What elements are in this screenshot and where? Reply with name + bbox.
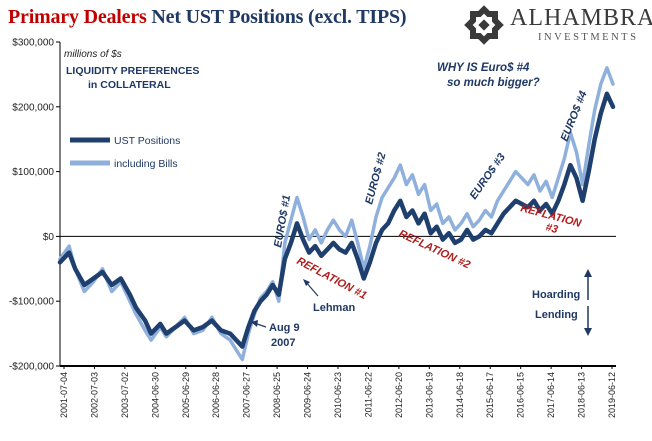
legend-heading-line1: LIQUIDITY PREFERENCES (66, 65, 199, 77)
y-tick-label-2: $100,000 (12, 167, 54, 178)
legend-label-ust: UST Positions (114, 135, 180, 147)
x-tick-label-8: 2009-06-24 (303, 372, 313, 418)
title-part-red: Primary Dealers (8, 6, 147, 28)
x-tick-label-15: 2016-06-15 (516, 372, 526, 418)
hoarding-arrowhead (584, 269, 592, 277)
x-tick-label-17: 2018-06-13 (577, 372, 587, 418)
annotation-lending: Lending (535, 309, 578, 321)
annotation-reflation3-line2: #3 (544, 221, 559, 236)
x-tick-label-5: 2006-06-28 (211, 372, 221, 418)
annotation-why-line2: so much bigger? (447, 77, 540, 89)
annotation-lehman: Lehman (313, 302, 355, 314)
y-tick-label-0: $300,000 (12, 38, 54, 49)
x-tick-label-1: 2002-07-03 (89, 372, 99, 418)
annotation-hoarding: Hoarding (532, 289, 580, 301)
annotation-why-line1: WHY IS Euro$ #4 (437, 62, 530, 74)
aug9-arrowhead (251, 320, 258, 327)
y-tick-label-5: -$200,000 (9, 362, 54, 373)
unit-label: millions of $s (64, 49, 122, 60)
annotation-aug9-line2: 2007 (271, 337, 295, 349)
legend: LIQUIDITY PREFERENCES in COLLATERAL UST … (66, 65, 199, 170)
series-layer (57, 66, 616, 362)
y-axis: $300,000 $200,000 $100,000 $0 -$100,000 -$200… (9, 38, 616, 373)
x-tick-label-7: 2008-06-25 (272, 372, 282, 418)
x-tick-label-16: 2017-06-14 (546, 372, 556, 418)
y-tick-label-3: $0 (43, 232, 55, 243)
x-tick-label-18: 2019-06-12 (607, 372, 617, 418)
title-part-blue: Net UST Positions (excl. TIPS) (146, 6, 407, 28)
annotation-aug9-line1: Aug 9 (269, 322, 300, 334)
alhambra-star-icon (464, 5, 504, 45)
lending-arrowhead (584, 328, 592, 336)
x-tick-label-0: 2001-07-04 (59, 372, 69, 418)
x-axis: 2001-07-04 2002-07-03 2003-07-02 2004-06-30… (59, 365, 617, 418)
y-tick-label-4: -$100,000 (9, 297, 54, 308)
x-tick-label-10: 2011-06-22 (363, 372, 373, 417)
x-tick-label-6: 2007-06-27 (242, 372, 252, 418)
alhambra-logo: ALHAMBRA INVESTMENTS (462, 3, 652, 47)
x-tick-label-14: 2015-06-17 (485, 372, 495, 418)
x-tick-label-11: 2012-06-20 (394, 372, 404, 418)
x-tick-label-12: 2013-06-19 (424, 372, 434, 418)
x-tick-label-2: 2003-07-02 (120, 372, 130, 418)
annotation-euro2: EURO$ #2 (363, 151, 388, 205)
annotation-euro4: EURO$ #4 (559, 89, 590, 143)
x-tick-label-3: 2004-06-30 (150, 372, 160, 418)
logo-name: ALHAMBRA (510, 5, 652, 31)
legend-heading-line2: in COLLATERAL (88, 79, 171, 91)
annotation-reflation2: REFLATION #2 (397, 228, 472, 272)
logo-sub: INVESTMENTS (538, 32, 639, 43)
series-line-0 (57, 91, 616, 349)
y-tick-label-1: $200,000 (12, 102, 54, 113)
x-tick-label-13: 2014-06-18 (455, 372, 465, 418)
x-tick-label-9: 2010-06-23 (333, 372, 343, 418)
chart-title: Primary Dealers Net UST Positions (excl.… (8, 6, 407, 29)
event-annotations: Lehman Aug 9 2007 Hoarding Lending (251, 269, 592, 349)
legend-label-bills: including Bills (114, 158, 178, 170)
x-tick-label-4: 2005-06-29 (181, 372, 191, 418)
annotations: WHY IS Euro$ #4 so much bigger? EURO$ #1… (272, 62, 590, 302)
lehman-arrowhead (303, 279, 310, 286)
